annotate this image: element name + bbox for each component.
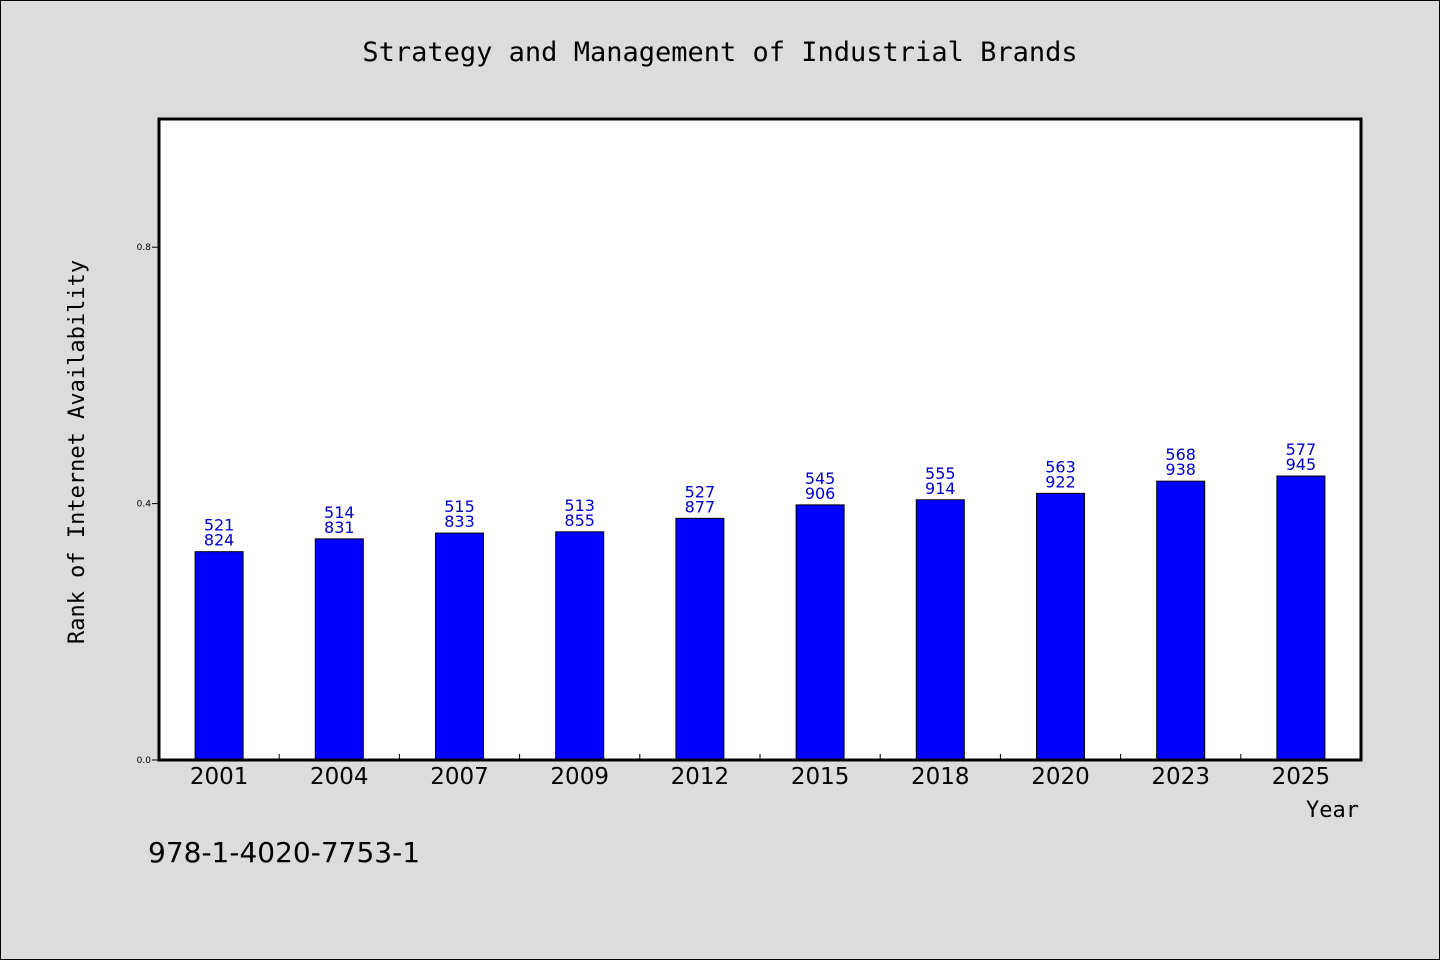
bar-2004 <box>314 538 364 761</box>
x-tick-label: 2018 <box>911 764 970 790</box>
y-axis-label: Rank of Internet Availability <box>65 260 90 644</box>
bar-2009 <box>555 531 605 761</box>
data-label-top: 545 <box>805 469 836 488</box>
x-tick-label: 2025 <box>1272 764 1331 790</box>
bar-2018 <box>915 499 965 761</box>
data-label-top: 515 <box>444 497 475 516</box>
data-label-bottom: 945 <box>1286 455 1317 474</box>
data-label-bottom: 922 <box>1045 472 1076 491</box>
y-tick-label: 0.4 <box>137 500 152 510</box>
data-label-top: 555 <box>925 464 956 483</box>
data-label-top: 513 <box>564 496 595 515</box>
data-label-top: 514 <box>324 503 355 522</box>
bar-2020 <box>1036 492 1085 761</box>
isbn-label: 978-1-4020-7753-1 <box>148 836 421 869</box>
x-tick-label: 2007 <box>430 764 489 790</box>
data-label-bottom: 914 <box>925 479 956 498</box>
data-label-top: 568 <box>1165 445 1196 464</box>
data-label-bottom: 855 <box>564 511 595 530</box>
x-tick-label: 2023 <box>1151 764 1210 790</box>
data-label-top: 527 <box>685 482 716 501</box>
bar-2023 <box>1156 480 1206 761</box>
plot-border <box>157 117 1363 762</box>
data-label-top: 563 <box>1045 457 1076 476</box>
data-label-bottom: 833 <box>444 512 475 531</box>
data-label-bottom: 938 <box>1165 460 1196 479</box>
bar-2007 <box>435 532 484 761</box>
x-tick-label: 2012 <box>671 764 730 790</box>
data-label-bottom: 831 <box>324 518 355 537</box>
data-label-top: 577 <box>1286 440 1317 459</box>
data-label-bottom: 906 <box>805 484 836 503</box>
y-tick-label: 0.0 <box>137 756 152 766</box>
x-tick-label: 2001 <box>190 764 249 790</box>
chart-title: Strategy and Management of Industrial Br… <box>362 37 1077 68</box>
x-tick-label: 2020 <box>1031 764 1090 790</box>
bar-2012 <box>675 517 725 761</box>
data-label-bottom: 824 <box>204 531 235 550</box>
y-tick-label: 0.8 <box>137 243 152 253</box>
x-tick-label: 2015 <box>791 764 850 790</box>
bar-2001 <box>194 551 244 761</box>
x-tick-label: 2004 <box>310 764 369 790</box>
data-label-bottom: 877 <box>685 497 716 516</box>
x-tick-label: 2009 <box>550 764 609 790</box>
bar-2015 <box>795 504 845 761</box>
bar-2025 <box>1276 475 1326 761</box>
x-axis-label: Year <box>1306 798 1359 823</box>
data-label-top: 521 <box>204 516 235 535</box>
